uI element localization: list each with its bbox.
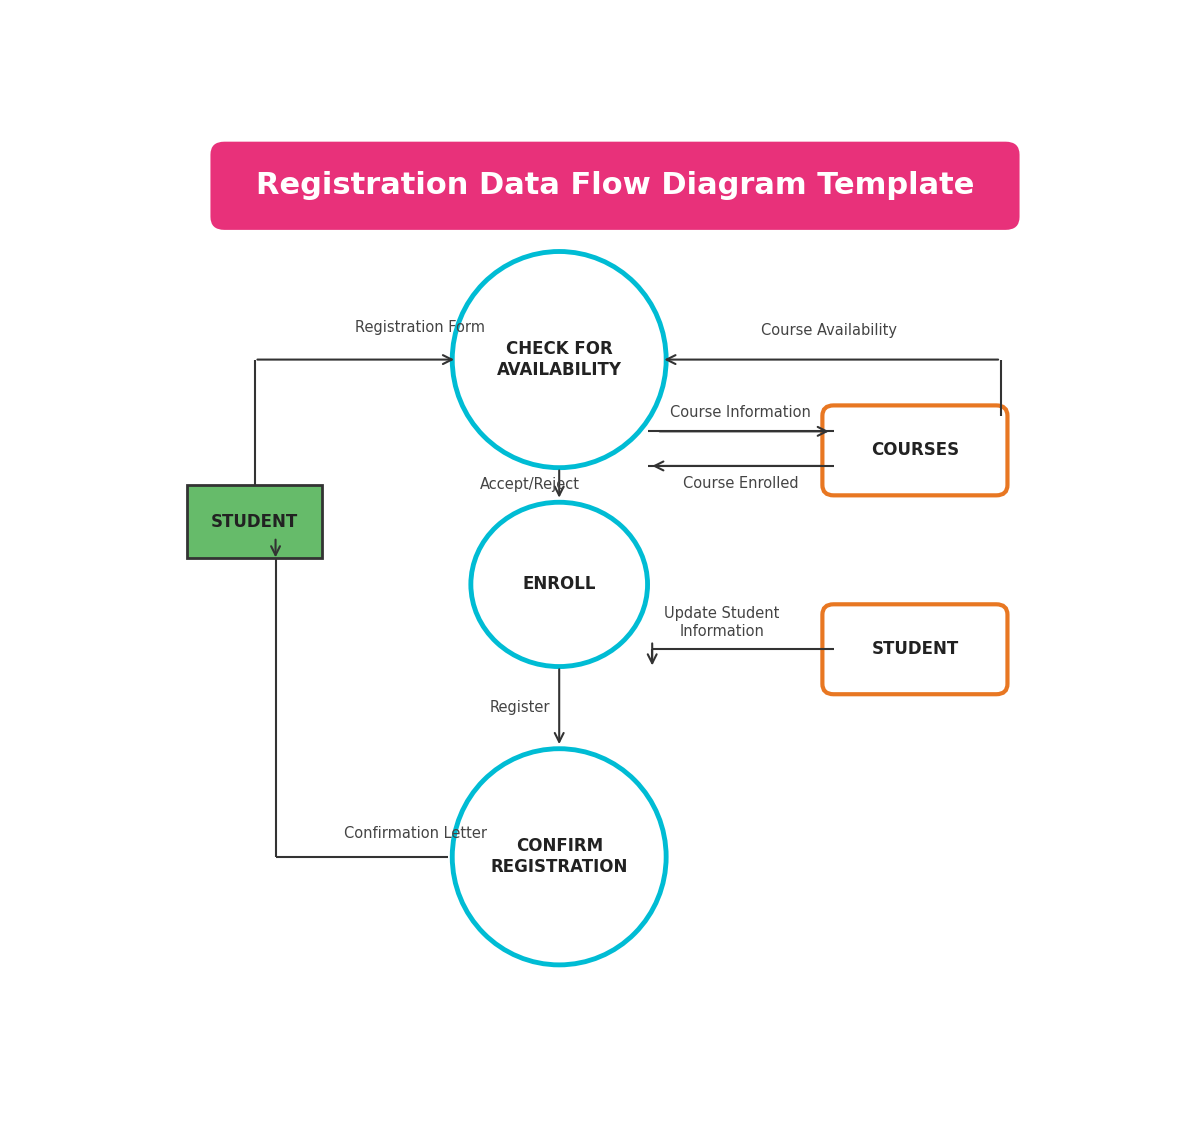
- Text: Registration Form: Registration Form: [355, 320, 485, 336]
- Text: Update Student
Information: Update Student Information: [665, 606, 780, 639]
- Ellipse shape: [452, 252, 666, 467]
- Text: Register: Register: [490, 700, 550, 715]
- Text: Accept/Reject: Accept/Reject: [480, 477, 580, 493]
- Text: CHECK FOR
AVAILABILITY: CHECK FOR AVAILABILITY: [497, 340, 622, 378]
- FancyBboxPatch shape: [822, 405, 1008, 495]
- Text: STUDENT: STUDENT: [871, 640, 959, 658]
- Text: ENROLL: ENROLL: [522, 575, 596, 593]
- FancyBboxPatch shape: [187, 485, 322, 558]
- Ellipse shape: [452, 749, 666, 965]
- FancyBboxPatch shape: [210, 141, 1020, 230]
- Text: Course Enrolled: Course Enrolled: [683, 476, 798, 492]
- Text: Confirmation Letter: Confirmation Letter: [343, 827, 486, 841]
- Ellipse shape: [470, 502, 648, 667]
- Text: Course Information: Course Information: [670, 405, 811, 420]
- FancyBboxPatch shape: [822, 604, 1008, 694]
- Text: Course Availability: Course Availability: [761, 323, 896, 338]
- Text: Registration Data Flow Diagram Template: Registration Data Flow Diagram Template: [256, 172, 974, 200]
- Text: STUDENT: STUDENT: [211, 513, 299, 531]
- Text: CONFIRM
REGISTRATION: CONFIRM REGISTRATION: [491, 838, 628, 876]
- Text: COURSES: COURSES: [871, 441, 959, 459]
